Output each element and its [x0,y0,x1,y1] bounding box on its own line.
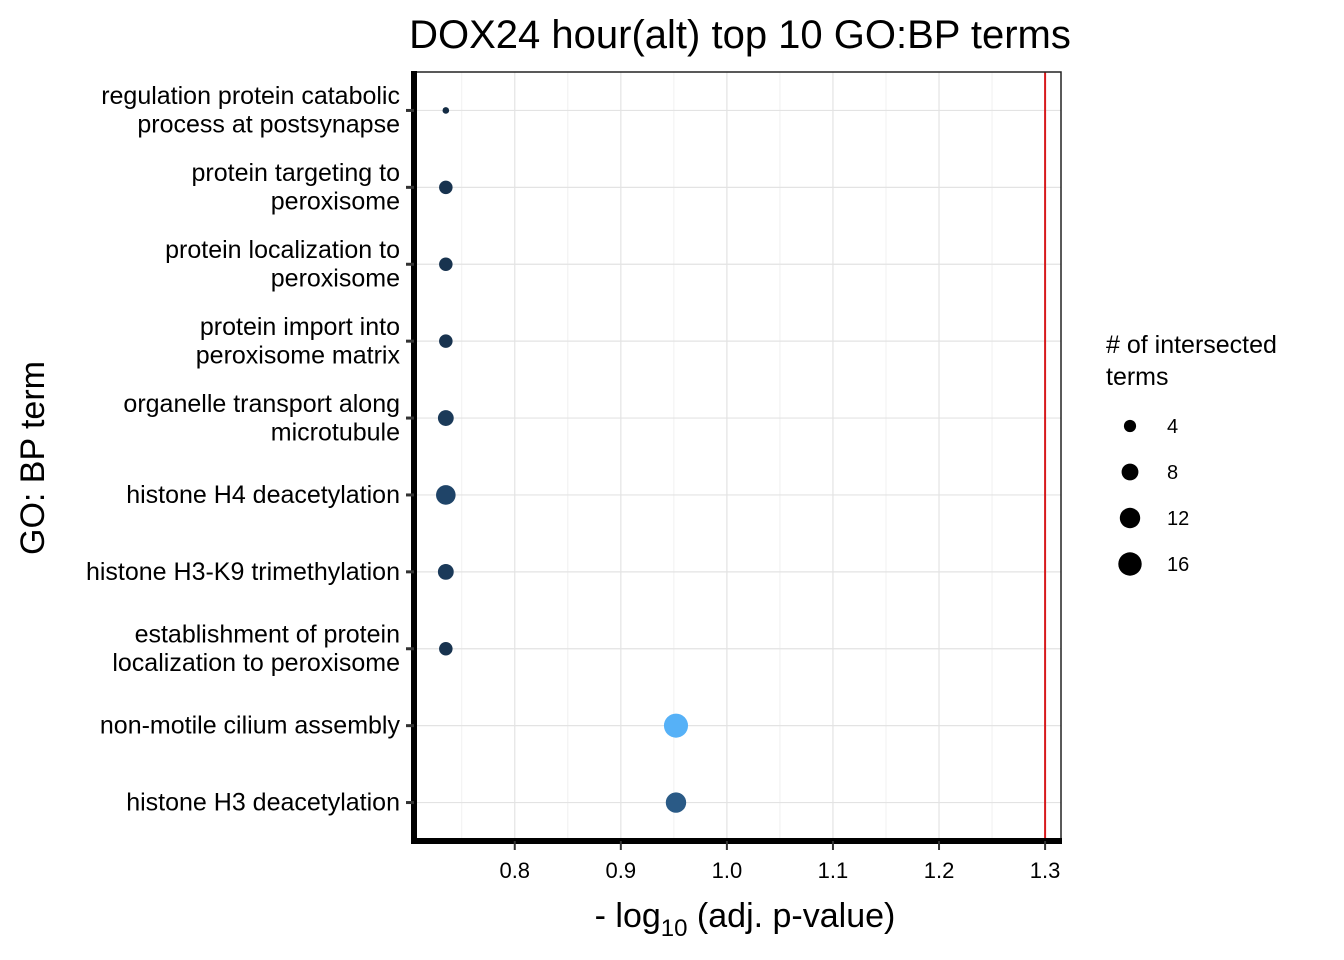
y-tick-label: histone H4 deacetylation [126,481,400,509]
y-tick-label: establishment of protein [135,621,400,649]
legend-key [1118,552,1142,576]
legend-label: 16 [1167,554,1189,576]
data-point [436,485,456,505]
x-tick-label: 1.1 [818,858,849,883]
data-point [439,641,453,656]
legend-key [1123,419,1137,433]
legend-label: 8 [1167,462,1178,484]
points [436,107,689,813]
data-point [439,180,453,195]
legend-key [1119,507,1141,529]
x-ticks: 0.8 0.9 1.0 1.1 1.2 1.3 [499,841,1060,883]
y-tick-label: peroxisome [271,188,400,216]
data-point [437,410,454,426]
data-point [665,792,687,813]
legend-key [1121,463,1139,481]
grid [414,72,1061,841]
y-tick-label: non-motile cilium assembly [100,712,401,740]
x-tick-label: 0.8 [499,858,530,883]
y-tick-label: organelle transport along [123,390,400,418]
data-point [437,563,454,580]
y-tick-label: protein localization to [165,236,400,264]
data-point [442,107,450,114]
y-tick-label: localization to peroxisome [112,649,400,677]
x-tick-label: 1.3 [1030,858,1061,883]
y-tick-label: peroxisome [271,265,400,293]
legend-label: 4 [1167,416,1178,438]
legend-label: 12 [1167,508,1189,530]
y-tick-label: regulation protein catabolic [101,82,400,110]
legend-title: terms [1106,363,1169,391]
x-tick-label: 0.9 [606,858,637,883]
y-tick-label: microtubule [271,418,400,446]
chart-title: DOX24 hour(alt) top 10 GO:BP terms [409,13,1071,57]
plot-panel [411,71,1062,844]
x-tick-label: 1.0 [712,858,743,883]
data-point [439,334,453,348]
legend-title: # of intersected [1106,331,1277,359]
x-axis-title: - log10 (adj. p-value) [595,897,896,942]
x-tick-label: 1.2 [924,858,955,883]
y-axis-title: GO: BP term [14,361,52,555]
y-tick-label: process at postsynapse [137,111,400,139]
y-tick-label: histone H3 deacetylation [126,789,400,817]
legend: # of intersected terms 4 8 12 16 [1106,331,1277,576]
y-tick-label: peroxisome matrix [196,341,401,369]
y-tick-label: protein import into [200,313,400,341]
data-point [663,713,689,738]
y-tick-label: histone H3-K9 trimethylation [86,558,400,586]
y-tick-label: protein targeting to [192,159,400,187]
data-point [439,257,453,272]
